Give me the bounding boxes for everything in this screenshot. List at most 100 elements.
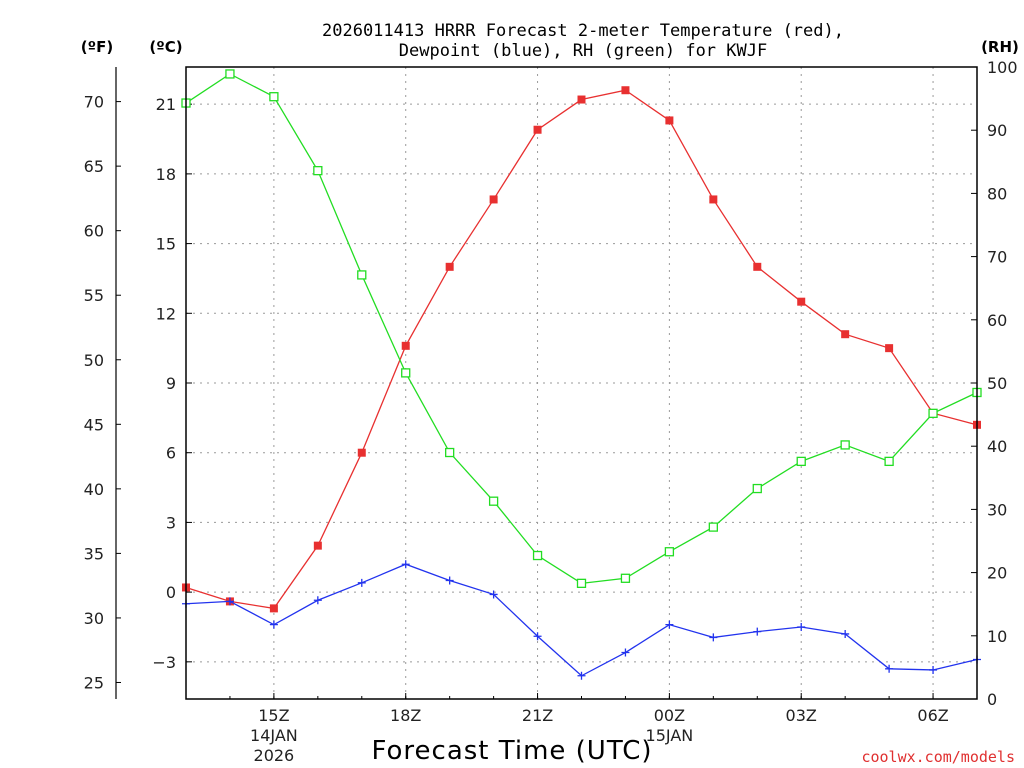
rh-tick-label: 10 <box>987 627 1007 646</box>
rh-point <box>225 69 235 79</box>
dewpoint-point <box>445 576 454 585</box>
rh-point <box>620 573 631 583</box>
fahrenheit-tick-label: 35 <box>84 544 104 563</box>
celsius-tick-label: 9 <box>166 374 176 393</box>
temperature-point <box>621 86 630 95</box>
celsius-tick-label: 6 <box>166 444 176 463</box>
credit-text: coolwx.com/models <box>861 748 1015 766</box>
celsius-tick-label: 0 <box>166 583 176 602</box>
grid-lines <box>186 67 977 699</box>
rh-tick-label: 0 <box>987 690 997 709</box>
rh-unit-label: (RH) <box>981 38 1019 56</box>
temperature-point <box>709 195 718 204</box>
rh-series <box>181 69 982 588</box>
dewpoint-point <box>489 590 498 599</box>
celsius-unit-label: (ºC) <box>149 38 182 56</box>
rh-point <box>401 368 411 378</box>
temperature-point <box>577 95 586 104</box>
celsius-tick-label: 21 <box>156 95 176 114</box>
x-tick-date: 15JAN <box>646 726 694 745</box>
fahrenheit-tick-label: 60 <box>84 222 104 241</box>
celsius-tick-label: −3 <box>152 653 176 672</box>
rh-tick-label: 70 <box>987 248 1007 267</box>
rh-point <box>796 456 806 467</box>
rh-point <box>884 456 894 467</box>
dewpoint-point <box>313 596 322 605</box>
dewpoint-point <box>797 622 806 631</box>
dewpoint-point <box>357 578 366 587</box>
rh-tick-label: 80 <box>987 184 1007 203</box>
rh-point <box>928 408 938 418</box>
rh-point <box>445 447 455 458</box>
temperature-point <box>357 448 366 457</box>
dewpoint-point <box>621 648 630 657</box>
rh-tick-label: 50 <box>987 374 1007 393</box>
rh-point <box>840 440 850 450</box>
temperature-point <box>269 604 278 613</box>
x-tick-year: 2026 <box>254 746 295 765</box>
data-series <box>181 69 982 680</box>
fahrenheit-tick-label: 30 <box>84 609 104 628</box>
rh-point <box>313 165 323 176</box>
dewpoint-point <box>753 627 762 636</box>
temperature-point <box>445 262 454 271</box>
temperature-point <box>885 344 894 353</box>
x-tick-label: 06Z <box>917 706 948 725</box>
dewpoint-point <box>885 664 894 673</box>
temperature-line <box>185 89 978 610</box>
x-axis-label: Forecast Time (UTC) <box>371 736 652 766</box>
rh-tick-label: 100 <box>987 58 1018 77</box>
temperature-point <box>401 341 410 350</box>
plot-frame <box>185 66 978 700</box>
temperature-point <box>489 195 498 204</box>
rh-tick-label: 90 <box>987 121 1007 140</box>
dewpoint-point <box>269 620 278 629</box>
dewpoint-point <box>577 671 586 680</box>
dewpoint-point <box>929 665 938 674</box>
dewpoint-series <box>182 560 981 680</box>
rh-point <box>708 522 718 532</box>
fahrenheit-tick-label: 55 <box>84 286 104 305</box>
x-tick-label: 18Z <box>390 706 421 725</box>
fahrenheit-tick-label: 25 <box>84 673 104 692</box>
dewpoint-point <box>401 560 410 569</box>
fahrenheit-tick-label: 45 <box>84 415 104 434</box>
fahrenheit-tick-label: 65 <box>84 157 104 176</box>
temperature-series <box>182 86 981 613</box>
chart-title-line2: Dewpoint (blue), RH (green) for KWJF <box>399 41 767 61</box>
fahrenheit-tick-label: 40 <box>84 480 104 499</box>
x-tick-label: 03Z <box>786 706 817 725</box>
celsius-tick-label: 15 <box>156 235 176 254</box>
rh-point <box>357 270 367 280</box>
x-tick-label: 21Z <box>522 706 553 725</box>
rh-tick-label: 40 <box>987 437 1007 456</box>
rh-point <box>752 483 762 494</box>
temperature-point <box>841 330 850 339</box>
chart-title-line1: 2026011413 HRRR Forecast 2-meter Tempera… <box>322 21 844 41</box>
dewpoint-point <box>709 633 718 642</box>
temperature-point <box>797 297 806 306</box>
rh-tick-label: 30 <box>987 500 1007 519</box>
temperature-point <box>753 262 762 271</box>
fahrenheit-tick-label: 70 <box>84 93 104 112</box>
dewpoint-point <box>533 632 542 641</box>
celsius-tick-label: 18 <box>156 165 176 184</box>
fahrenheit-unit-label: (ºF) <box>81 38 113 56</box>
x-tick-label: 15Z <box>258 706 289 725</box>
x-tick-date: 14JAN <box>250 726 298 745</box>
temperature-point <box>313 541 322 550</box>
dewpoint-point <box>665 620 674 629</box>
rh-point <box>488 496 499 506</box>
temperature-point <box>665 116 674 125</box>
rh-tick-label: 20 <box>987 564 1007 583</box>
x-tick-label: 00Z <box>654 706 685 725</box>
rh-line <box>185 73 978 585</box>
rh-point <box>532 550 543 561</box>
celsius-tick-label: 12 <box>156 304 176 323</box>
celsius-tick-label: 3 <box>166 513 176 532</box>
rh-tick-label: 60 <box>987 311 1007 330</box>
temperature-point <box>533 125 542 134</box>
rh-point <box>576 578 587 588</box>
rh-point <box>269 92 279 102</box>
